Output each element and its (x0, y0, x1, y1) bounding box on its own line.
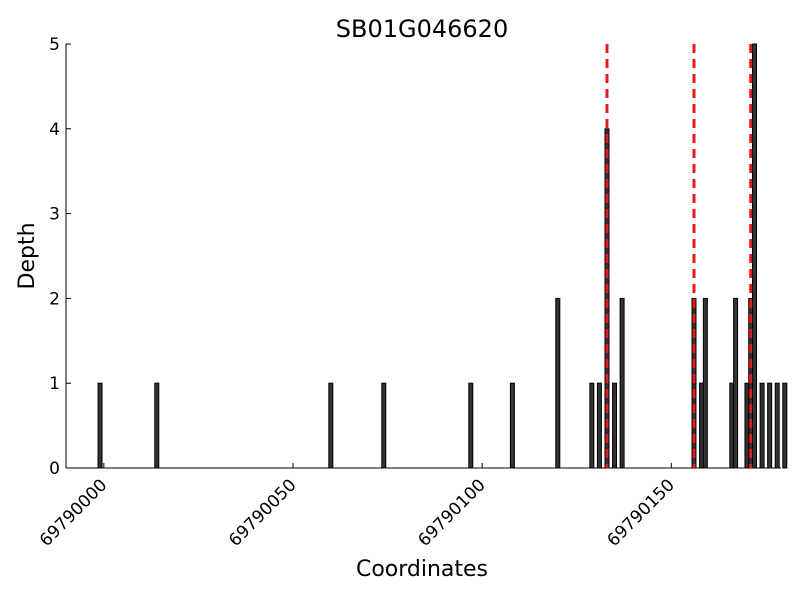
y-tick-label: 5 (49, 35, 60, 55)
depth-bar (733, 297, 739, 469)
depth-bar (97, 382, 103, 469)
x-tick-label: 69790000 (36, 475, 111, 550)
x-tick-label: 69790150 (603, 475, 678, 550)
y-tick-label: 2 (49, 289, 60, 309)
depth-bar (589, 382, 595, 469)
depth-bar (619, 297, 625, 469)
depth-bar (381, 382, 387, 469)
chart-title: SB01G046620 (336, 15, 508, 43)
depth-bar (752, 43, 758, 469)
depth-bar (782, 382, 788, 469)
y-tick-label: 0 (49, 459, 60, 479)
depth-bar (328, 382, 334, 469)
depth-bar (468, 382, 474, 469)
bar-series (97, 43, 788, 469)
x-tick-label: 69790050 (225, 475, 300, 550)
depth-bar (612, 382, 618, 469)
y-tick-label: 1 (49, 374, 60, 394)
depth-bar (596, 382, 602, 469)
plot-axes (65, 44, 781, 469)
depth-bar (774, 382, 780, 469)
y-axis-label: Depth (15, 222, 40, 289)
x-tick-label: 69790100 (414, 475, 489, 550)
depth-bar (555, 297, 561, 469)
depth-bar (509, 382, 515, 469)
x-axis-label: Coordinates (356, 557, 488, 582)
depth-bar (154, 382, 160, 469)
reference-lines (605, 44, 753, 468)
tick-labels: 0 1 2 3 4 5 69790000 69790050 69790100 69790150 (36, 35, 679, 551)
y-tick-label: 3 (49, 205, 60, 225)
y-tick-label: 4 (49, 120, 60, 140)
depth-bar (767, 382, 773, 469)
depth-bar (759, 382, 765, 469)
depth-bar (702, 297, 708, 469)
